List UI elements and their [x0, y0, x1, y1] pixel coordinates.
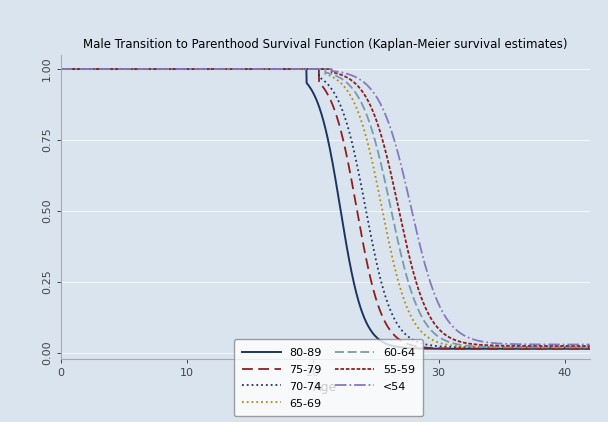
Legend: 80-89, 75-79, 70-74, 65-69, 60-64, 55-59, <54: 80-89, 75-79, 70-74, 65-69, 60-64, 55-59…	[234, 339, 423, 417]
Title: Male Transition to Parenthood Survival Function (Kaplan-Meier survival estimates: Male Transition to Parenthood Survival F…	[83, 38, 567, 51]
X-axis label: Age: Age	[313, 381, 337, 393]
